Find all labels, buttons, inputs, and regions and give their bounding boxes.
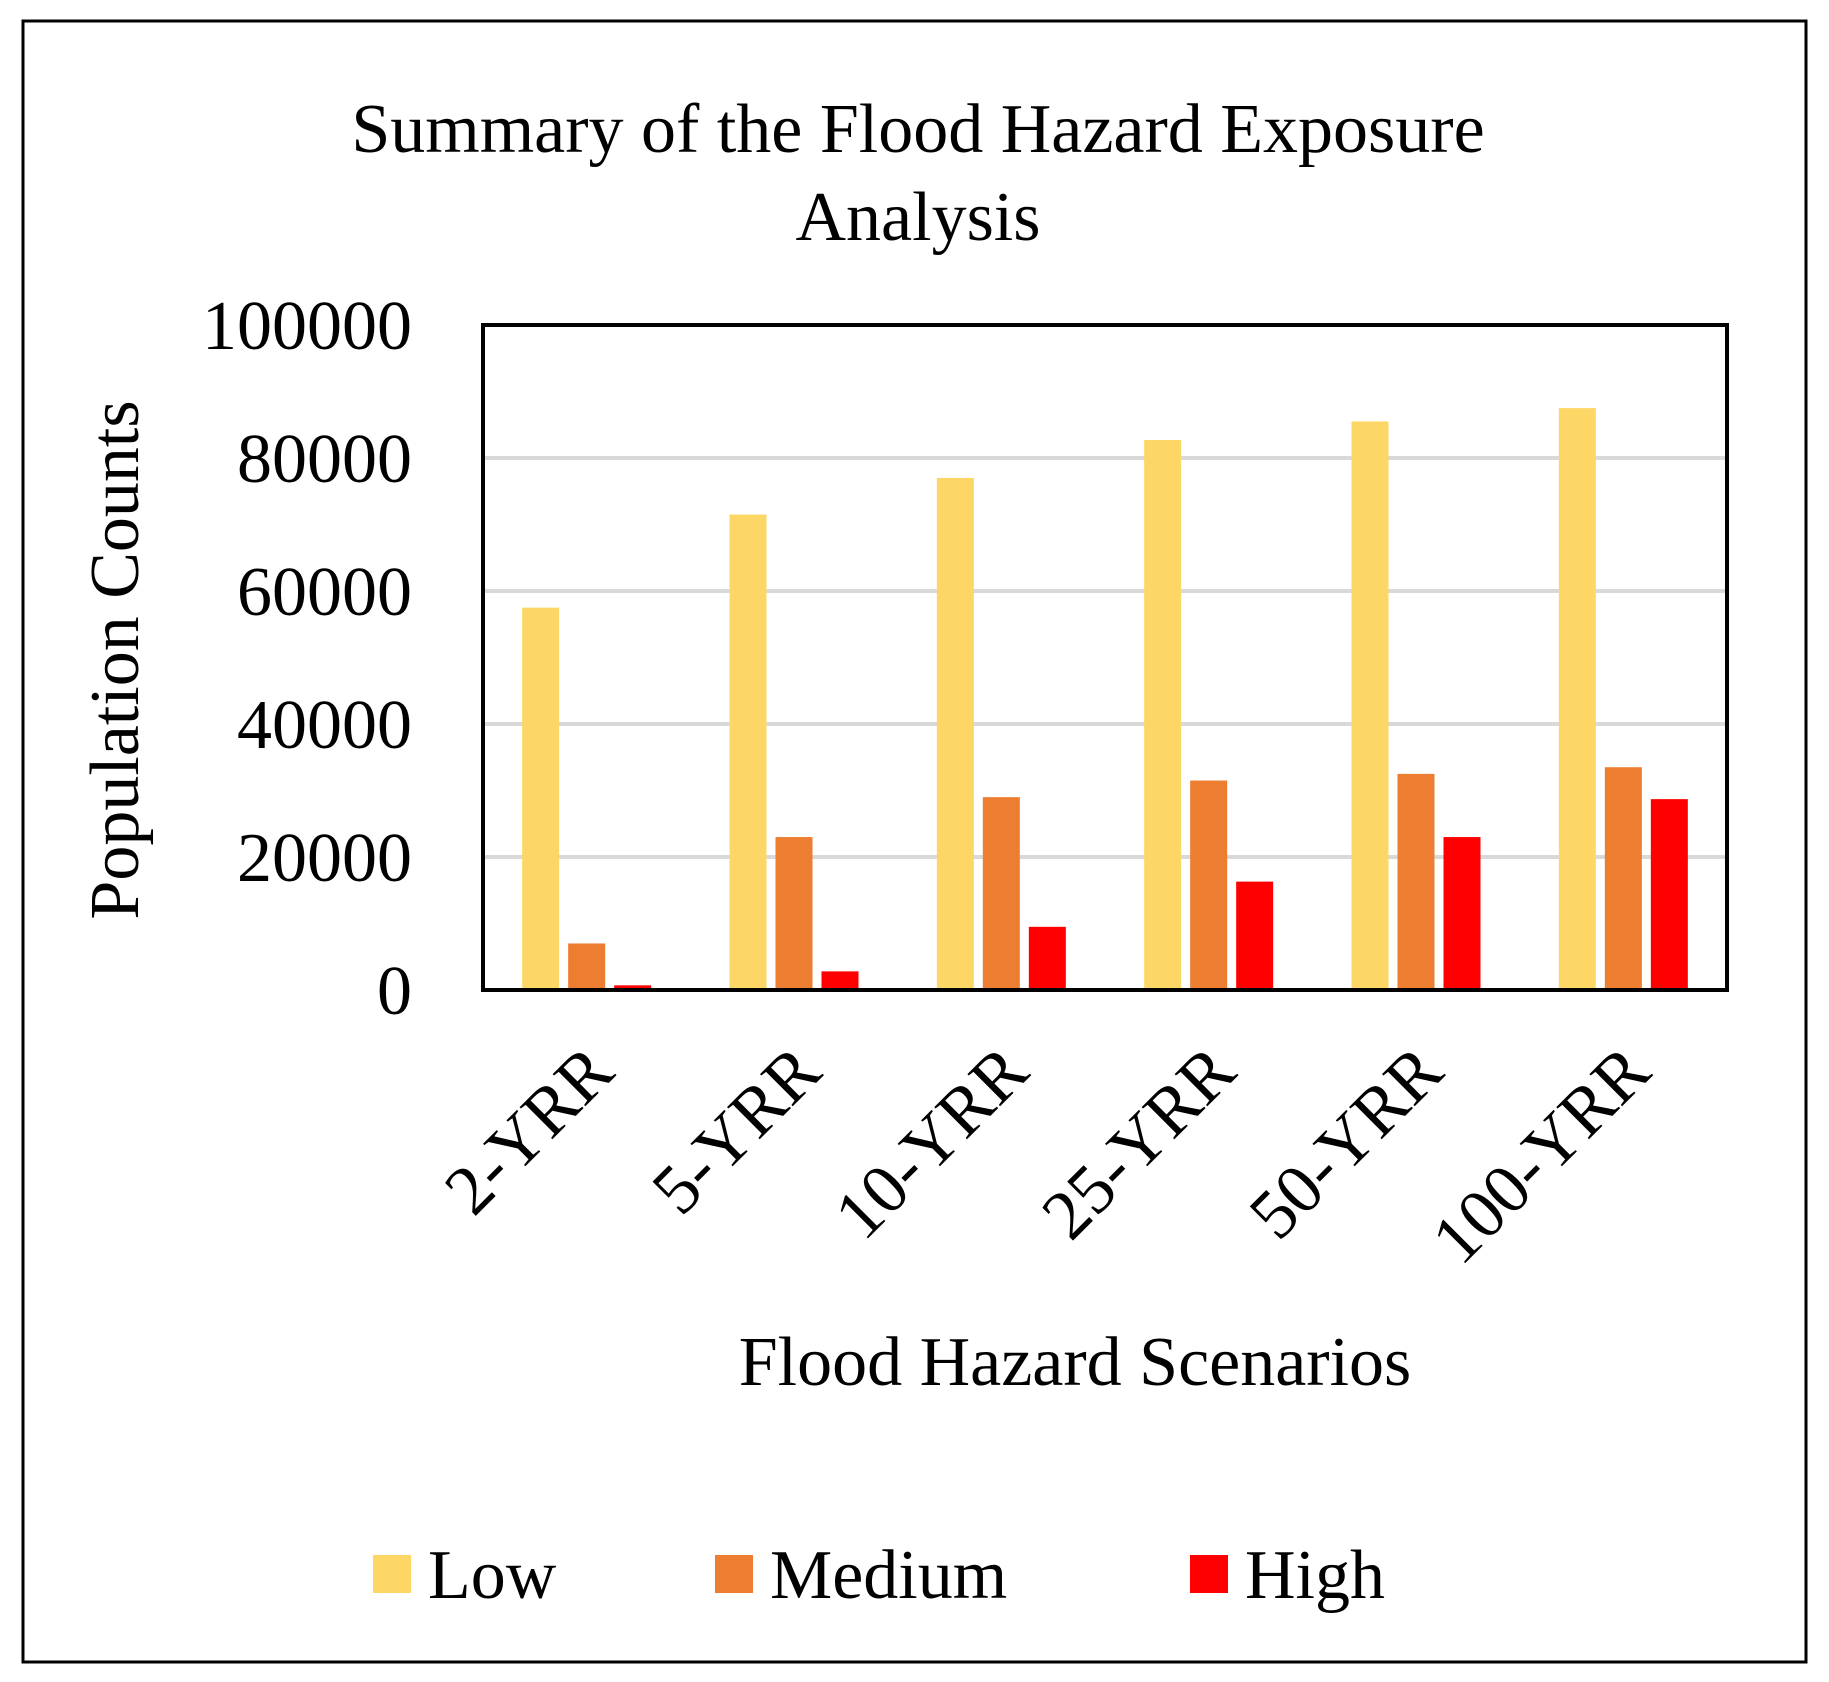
bar-medium-100-YRR (1604, 767, 1642, 990)
bar-high-50-YRR (1443, 837, 1481, 990)
bar-high-100-YRR (1650, 799, 1688, 990)
bar-low-50-YRR (1351, 421, 1389, 990)
y-tick-label: 60000 (237, 554, 412, 631)
bar-high-25-YRR (1236, 881, 1274, 990)
y-tick-label: 80000 (237, 421, 412, 498)
plot-area-border (481, 323, 1729, 992)
bar-medium-25-YRR (1190, 780, 1228, 990)
bar-high-10-YRR (1028, 926, 1066, 990)
legend-swatch-high (1190, 1555, 1228, 1593)
bar-high-5-YRR (821, 971, 859, 990)
bar-low-2-YRR (522, 607, 560, 990)
bar-medium-2-YRR (568, 943, 606, 990)
bar-low-25-YRR (1144, 440, 1182, 990)
bar-low-100-YRR (1558, 408, 1596, 990)
y-axis-ticks: 0 20000 40000 60000 80000 100000 (202, 288, 412, 1030)
x-axis-label: Flood Hazard Scenarios (739, 1324, 1412, 1401)
legend-label-low: Low (428, 1537, 557, 1614)
legend-label-medium: Medium (770, 1537, 1007, 1614)
bars (522, 408, 1688, 990)
chart-title-line-2: Analysis (796, 179, 1041, 256)
y-tick-label: 0 (377, 953, 412, 1030)
outer-border (21, 19, 1808, 1664)
y-tick-label: 20000 (237, 820, 412, 897)
legend-swatch-medium (715, 1555, 753, 1593)
legend-label-high: High (1245, 1537, 1385, 1614)
bar-high-2-YRR (614, 985, 652, 990)
bar-medium-50-YRR (1397, 773, 1435, 990)
bar-low-10-YRR (936, 477, 974, 990)
bar-medium-10-YRR (982, 797, 1020, 990)
bar-medium-5-YRR (775, 837, 813, 990)
y-tick-label: 40000 (237, 687, 412, 764)
bar-low-5-YRR (729, 514, 767, 990)
chart-title-line-1: Summary of the Flood Hazard Exposure (351, 91, 1484, 168)
y-tick-label: 100000 (202, 288, 412, 365)
legend: Low Medium High (373, 1537, 1385, 1614)
legend-swatch-low (373, 1555, 411, 1593)
y-axis-label: Population Counts (77, 400, 154, 919)
